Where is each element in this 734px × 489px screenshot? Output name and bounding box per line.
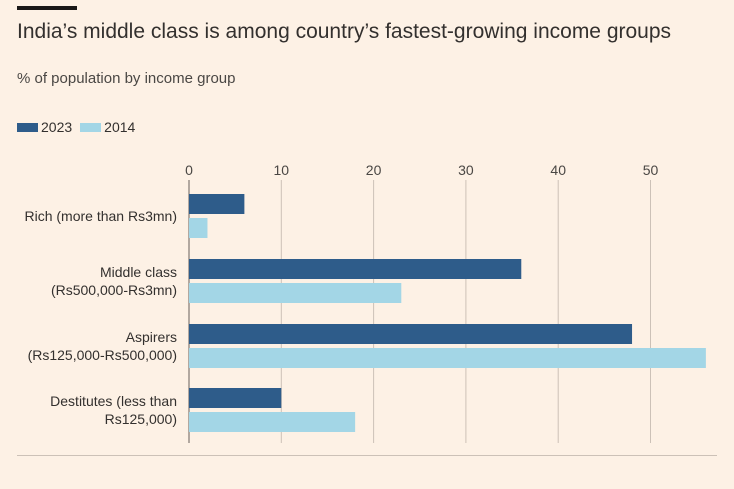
tick-label-0: 0 <box>185 162 193 178</box>
bar-2023-3 <box>189 388 282 408</box>
tick-label-40: 40 <box>550 162 566 178</box>
bar-2014-1 <box>189 283 402 303</box>
legend-swatch-2023 <box>17 122 38 132</box>
legend: 2023 2014 <box>17 119 143 135</box>
bar-2023-1 <box>189 259 522 279</box>
category-label-2-0: Aspirers <box>126 329 177 345</box>
category-label-3-1: Rs125,000) <box>105 411 177 427</box>
bar-2023-0 <box>189 194 245 214</box>
legend-swatch-2014 <box>80 122 102 132</box>
bar-2014-3 <box>189 412 356 432</box>
category-label-0-0: Rich (more than Rs3mn) <box>25 208 178 224</box>
tick-label-30: 30 <box>458 162 474 178</box>
legend-item-2014: 2014 <box>80 119 135 135</box>
tick-label-50: 50 <box>643 162 659 178</box>
tick-label-20: 20 <box>366 162 382 178</box>
legend-label-2023: 2023 <box>41 119 73 135</box>
category-label-3-0: Destitutes (less than <box>50 393 177 409</box>
category-label-1-1: (Rs500,000-Rs3mn) <box>51 282 177 298</box>
category-label-1-0: Middle class <box>100 264 177 280</box>
bar-2014-2 <box>189 348 706 368</box>
bar-2023-2 <box>189 324 633 344</box>
category-label-2-1: (Rs125,000-Rs500,000) <box>28 347 177 363</box>
legend-label-2014: 2014 <box>104 119 136 135</box>
bar-2014-0 <box>189 218 208 238</box>
legend-item-2023: 2023 <box>17 119 72 135</box>
bottom-rule <box>17 455 717 456</box>
chart-subtitle: % of population by income group <box>17 70 236 87</box>
tick-label-10: 10 <box>274 162 290 178</box>
top-rule <box>17 6 77 10</box>
chart-title: India’s middle class is among country’s … <box>17 20 672 43</box>
